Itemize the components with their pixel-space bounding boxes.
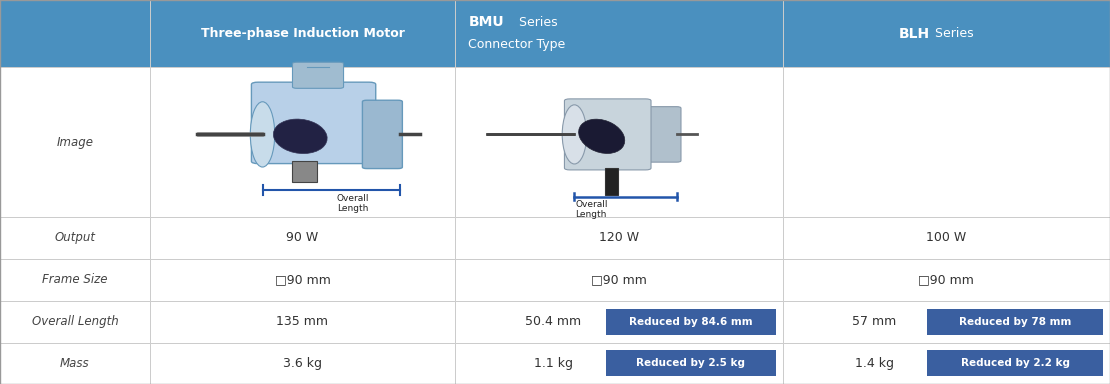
- Text: 135 mm: 135 mm: [276, 315, 329, 328]
- FancyBboxPatch shape: [293, 62, 344, 88]
- Text: Connector Type: Connector Type: [468, 38, 566, 51]
- FancyBboxPatch shape: [606, 309, 776, 334]
- FancyBboxPatch shape: [455, 301, 783, 343]
- FancyBboxPatch shape: [605, 168, 618, 195]
- Text: 120 W: 120 W: [598, 232, 639, 244]
- FancyBboxPatch shape: [0, 259, 150, 301]
- Ellipse shape: [273, 119, 327, 154]
- FancyBboxPatch shape: [606, 351, 776, 376]
- Text: Series: Series: [930, 27, 973, 40]
- FancyBboxPatch shape: [0, 301, 150, 343]
- FancyBboxPatch shape: [0, 67, 150, 217]
- FancyBboxPatch shape: [783, 0, 1110, 67]
- FancyBboxPatch shape: [783, 259, 1110, 301]
- Text: Reduced by 84.6 mm: Reduced by 84.6 mm: [629, 316, 753, 327]
- Text: Reduced by 2.2 kg: Reduced by 2.2 kg: [960, 358, 1070, 369]
- FancyBboxPatch shape: [455, 217, 783, 259]
- FancyBboxPatch shape: [150, 217, 455, 259]
- FancyBboxPatch shape: [150, 301, 455, 343]
- FancyBboxPatch shape: [783, 343, 1110, 384]
- FancyBboxPatch shape: [783, 301, 1110, 343]
- Text: Three-phase Induction Motor: Three-phase Induction Motor: [201, 27, 404, 40]
- Text: □90 mm: □90 mm: [274, 273, 331, 286]
- FancyBboxPatch shape: [150, 67, 455, 217]
- Text: 50.4 mm: 50.4 mm: [525, 315, 582, 328]
- FancyBboxPatch shape: [783, 67, 1110, 217]
- FancyBboxPatch shape: [565, 99, 650, 170]
- Ellipse shape: [578, 119, 625, 154]
- Text: 90 W: 90 W: [286, 232, 319, 244]
- Text: 57 mm: 57 mm: [852, 315, 897, 328]
- Text: 3.6 kg: 3.6 kg: [283, 357, 322, 370]
- Ellipse shape: [251, 102, 275, 167]
- FancyBboxPatch shape: [455, 67, 783, 217]
- FancyBboxPatch shape: [150, 0, 455, 67]
- FancyBboxPatch shape: [150, 259, 455, 301]
- Text: Image: Image: [57, 136, 93, 149]
- Ellipse shape: [563, 105, 587, 164]
- Text: Frame Size: Frame Size: [42, 273, 108, 286]
- Text: 1.1 kg: 1.1 kg: [534, 357, 573, 370]
- Text: Reduced by 78 mm: Reduced by 78 mm: [959, 316, 1071, 327]
- FancyBboxPatch shape: [0, 343, 150, 384]
- FancyBboxPatch shape: [293, 161, 317, 182]
- Text: 1.4 kg: 1.4 kg: [855, 357, 894, 370]
- Text: □90 mm: □90 mm: [918, 273, 975, 286]
- FancyBboxPatch shape: [455, 259, 783, 301]
- FancyBboxPatch shape: [362, 100, 403, 169]
- FancyBboxPatch shape: [150, 343, 455, 384]
- FancyBboxPatch shape: [927, 309, 1103, 334]
- Text: Mass: Mass: [60, 357, 90, 370]
- FancyBboxPatch shape: [927, 351, 1103, 376]
- FancyBboxPatch shape: [252, 82, 375, 164]
- FancyBboxPatch shape: [455, 0, 783, 67]
- Text: Overall
Length: Overall Length: [576, 200, 608, 219]
- Text: Overall
Length: Overall Length: [337, 194, 370, 214]
- Text: Overall Length: Overall Length: [31, 315, 119, 328]
- FancyBboxPatch shape: [455, 343, 783, 384]
- FancyBboxPatch shape: [783, 217, 1110, 259]
- Text: 100 W: 100 W: [926, 232, 967, 244]
- Text: □90 mm: □90 mm: [591, 273, 647, 286]
- FancyBboxPatch shape: [639, 107, 682, 162]
- Text: Series: Series: [515, 16, 557, 28]
- Text: BMU: BMU: [468, 15, 504, 29]
- FancyBboxPatch shape: [0, 217, 150, 259]
- FancyBboxPatch shape: [0, 0, 150, 67]
- Text: Reduced by 2.5 kg: Reduced by 2.5 kg: [636, 358, 745, 369]
- Text: Output: Output: [54, 232, 95, 244]
- Text: BLH: BLH: [898, 26, 930, 41]
